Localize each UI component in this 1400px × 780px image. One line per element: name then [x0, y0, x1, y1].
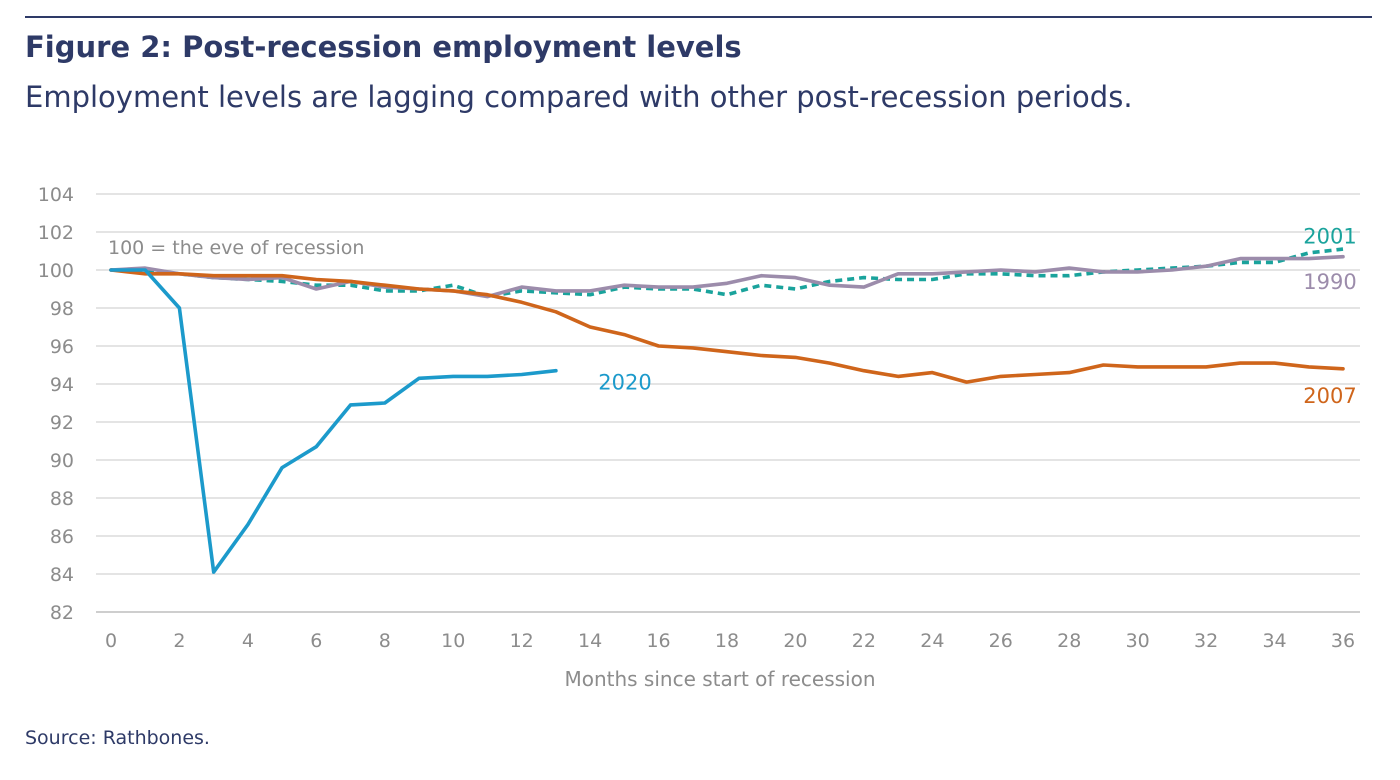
chart-title: Figure 2: Post-recession employment leve… [25, 30, 742, 64]
x-tick-label: 16 [646, 630, 670, 652]
source-note: Source: Rathbones. [25, 727, 210, 749]
series-line-2001 [110, 247, 1344, 299]
y-tick-label: 98 [50, 298, 74, 320]
series-line-1990 [109, 254, 1345, 299]
series-label-2001: 2001 [1303, 224, 1356, 248]
x-tick-label: 26 [989, 630, 1013, 652]
series-label-2007: 2007 [1303, 384, 1356, 408]
x-tick-label: 24 [920, 630, 944, 652]
x-tick-label: 20 [783, 630, 807, 652]
gridlines [96, 193, 1360, 575]
series-label-1990: 1990 [1303, 270, 1356, 294]
y-tick-label: 88 [50, 488, 74, 510]
chart-subtitle: Employment levels are lagging compared w… [25, 80, 1133, 114]
y-tick-label: 104 [38, 184, 74, 206]
x-tick-label: 36 [1331, 630, 1355, 652]
x-tick-label: 32 [1194, 630, 1218, 652]
series-line-2020 [109, 268, 558, 574]
x-tick-label: 6 [310, 630, 322, 652]
x-axis-label: Months since start of recession [564, 667, 875, 691]
y-axis-ticks: 82 84 86 88 90 92 94 96 98 100 102 104 [38, 184, 74, 624]
series-label-2020: 2020 [598, 371, 651, 395]
series-labels: 2020 2007 2001 1990 [598, 224, 1356, 408]
y-tick-label: 96 [50, 336, 74, 358]
baseline-annotation: 100 = the eve of recession [108, 237, 364, 259]
x-tick-label: 2 [173, 630, 185, 652]
x-tick-label: 22 [852, 630, 876, 652]
x-tick-label: 18 [715, 630, 739, 652]
y-tick-label: 100 [38, 260, 74, 282]
x-tick-label: 10 [441, 630, 465, 652]
x-tick-label: 4 [242, 630, 254, 652]
x-tick-label: 8 [379, 630, 391, 652]
top-rule [25, 16, 1372, 18]
series-line-2007 [109, 268, 1345, 384]
x-tick-label: 0 [105, 630, 117, 652]
y-tick-label: 86 [50, 526, 74, 548]
y-tick-label: 102 [38, 222, 74, 244]
y-tick-label: 92 [50, 412, 74, 434]
series-lines [109, 247, 1345, 574]
y-tick-label: 84 [50, 564, 74, 586]
x-tick-label: 28 [1057, 630, 1081, 652]
x-tick-label: 14 [578, 630, 602, 652]
y-tick-label: 94 [50, 374, 74, 396]
x-axis-ticks: 0 2 4 6 8 10 12 14 16 18 20 22 24 26 28 30 32 34 36 [105, 630, 1355, 652]
y-tick-label: 82 [50, 602, 74, 624]
x-tick-label: 12 [510, 630, 534, 652]
x-tick-label: 30 [1126, 630, 1150, 652]
y-tick-label: 90 [50, 450, 74, 472]
x-tick-label: 34 [1262, 630, 1286, 652]
